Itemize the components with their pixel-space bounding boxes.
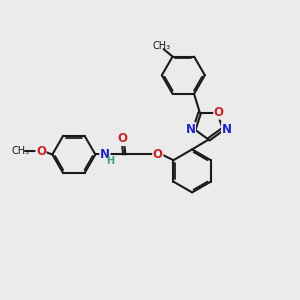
Text: CH₃: CH₃ xyxy=(11,146,29,157)
Text: N: N xyxy=(100,148,110,161)
Text: N: N xyxy=(185,123,195,136)
Text: CH₃: CH₃ xyxy=(152,40,170,50)
Text: H: H xyxy=(106,156,115,166)
Text: O: O xyxy=(153,148,163,161)
Text: N: N xyxy=(222,123,232,136)
Text: O: O xyxy=(118,133,128,146)
Text: O: O xyxy=(36,145,46,158)
Text: O: O xyxy=(214,106,224,119)
